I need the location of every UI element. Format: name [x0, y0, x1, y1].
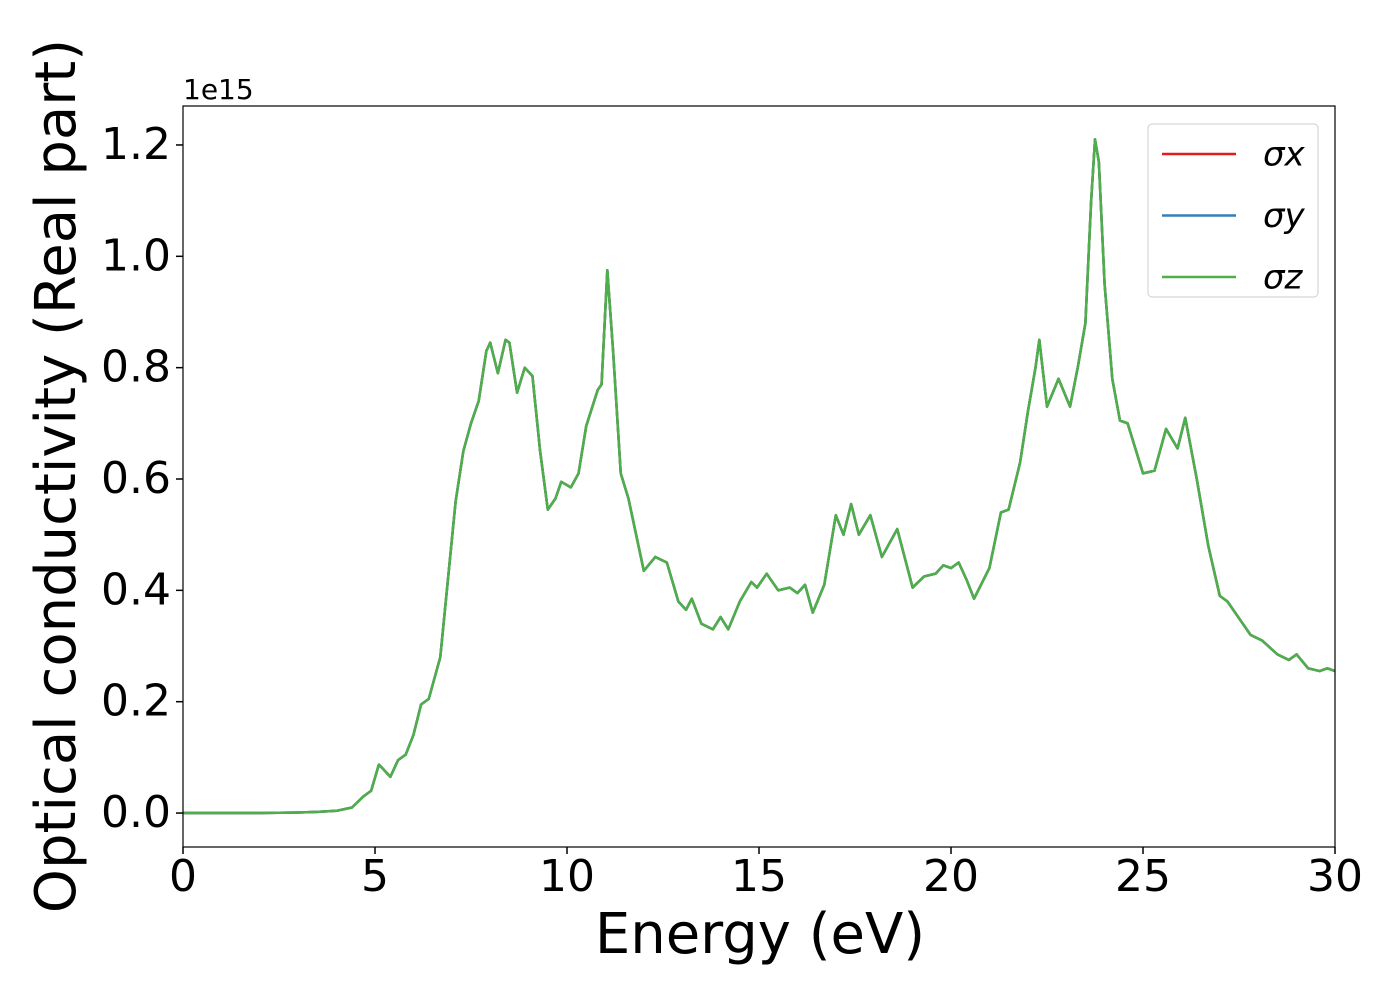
x-tick-label: 30	[1307, 851, 1363, 902]
y-tick-label: 1.2	[101, 119, 171, 170]
y-offset-label: 1e15	[183, 73, 254, 106]
y-tick-label: 0.2	[101, 676, 171, 727]
legend-label: σx	[1263, 135, 1306, 175]
x-tick-label: 15	[731, 851, 787, 902]
x-tick-label: 10	[539, 851, 595, 902]
x-tick-label: 25	[1115, 851, 1171, 902]
x-tick-label: 20	[923, 851, 979, 902]
y-axis-label: Optical conductivity (Real part)	[24, 39, 89, 913]
y-tick-label: 1.0	[101, 230, 171, 281]
y-tick-label: 0.6	[101, 453, 171, 504]
legend-label: σy	[1263, 196, 1306, 236]
y-tick-label: 0.4	[101, 564, 171, 615]
legend-label: σz	[1263, 258, 1304, 298]
series-line	[183, 138, 1335, 815]
plot-frame	[182, 105, 1336, 848]
y-tick-label: 0.0	[101, 787, 171, 838]
x-tick-label: 5	[361, 851, 389, 902]
y-tick-label: 0.8	[101, 342, 171, 393]
legend-box	[1147, 123, 1319, 298]
x-axis-label: Energy (eV)	[595, 902, 925, 967]
x-tick-label: 0	[169, 851, 197, 902]
